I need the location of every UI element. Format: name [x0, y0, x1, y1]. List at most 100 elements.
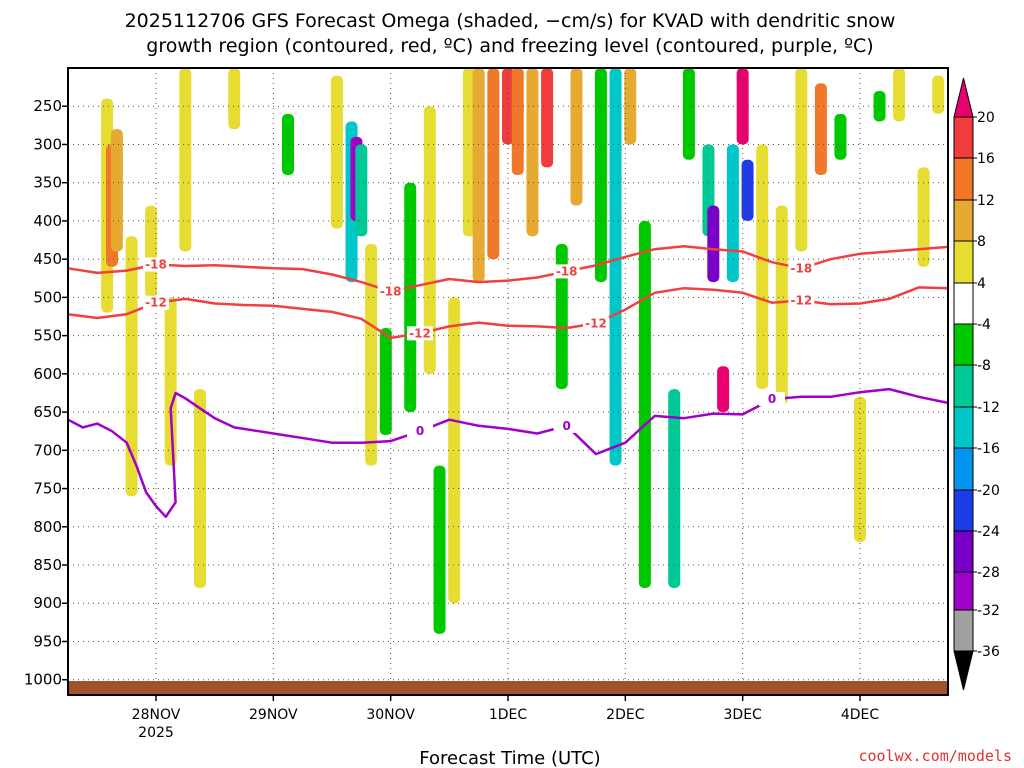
colorbar-segment [953, 489, 974, 532]
temperature-contours: -18 -18 -18 -18 -12 -12 -12 -12 0 0 0 [67, 244, 949, 519]
y-tick-label: 600 [33, 365, 62, 383]
chart-title-line-2: growth region (contoured, red, ºC) and f… [146, 35, 873, 57]
omega-cell [707, 205, 720, 283]
omega-cell [795, 68, 808, 252]
contour-label-bg [143, 295, 169, 310]
colorbar-label: 20 [977, 110, 995, 126]
pressure-axis: 250 300 350 400 450 500 550 600 650 700 750 800 850 9… [24, 97, 68, 689]
colorbar-segment [953, 323, 974, 366]
y-tick-label: 900 [33, 594, 62, 612]
contour-label-bg [377, 284, 404, 299]
omega-cell [873, 90, 886, 122]
colorbar-label: 8 [977, 234, 986, 250]
omega-cell [834, 113, 847, 160]
colorbar-label: -12 [977, 400, 1000, 416]
omega-cell [893, 68, 906, 122]
omega-cell [624, 68, 637, 145]
omega-cell [448, 297, 461, 604]
credit-link[interactable]: coolwx.com/models [858, 747, 1012, 765]
chart-title-line-1: 2025112706 GFS Forecast Omega (shaded, −… [125, 10, 896, 32]
freezing-level-contour [67, 387, 949, 519]
colorbar-segment [953, 157, 974, 201]
omega-cell [682, 68, 695, 160]
colorbar-arrow-bottom [953, 650, 974, 691]
contour-label: 0 [562, 419, 570, 433]
omega-cell [355, 144, 368, 237]
colorbar-label: -4 [977, 317, 991, 333]
colorbar-label: -36 [977, 644, 1000, 660]
colorbar-segment [953, 199, 974, 242]
x-tick-sublabel: 2025 [138, 725, 174, 741]
y-tick-label: 650 [33, 403, 62, 421]
colorbar: 20 16 12 8 4 -4 -8 -12 -16 -20 -24 -28 -32 -36 [953, 77, 1000, 691]
x-tick-label: 29NOV [249, 707, 298, 723]
gridlines [68, 68, 948, 695]
omega-cell [932, 75, 945, 114]
x-tick-label: 2DEC [606, 707, 645, 723]
contour-label-bg [407, 424, 433, 439]
contour-label-bg [788, 261, 815, 276]
contour-label-bg [759, 392, 785, 407]
colorbar-label: -8 [977, 358, 991, 374]
colorbar-label: -32 [977, 603, 1000, 619]
y-tick-label: 500 [33, 288, 62, 306]
y-tick-label: 300 [33, 135, 62, 153]
colorbar-segment [953, 282, 974, 325]
omega-cell [541, 68, 554, 168]
omega-cell [609, 68, 622, 466]
contour-label: -18 [556, 264, 578, 278]
x-tick-label: 1DEC [489, 707, 528, 723]
colorbar-label: 4 [977, 276, 986, 292]
y-tick-label: 350 [33, 174, 62, 192]
omega-cell [511, 68, 524, 176]
y-tick-label: 400 [33, 212, 62, 230]
contour-label-bg [788, 293, 815, 308]
colorbar-segment [953, 116, 974, 159]
omega-cell [638, 220, 651, 588]
colorbar-label: 12 [977, 193, 995, 209]
contour-label: -18 [380, 284, 402, 298]
y-tick-label: 550 [33, 327, 62, 345]
contour-label-bg [583, 316, 609, 331]
omega-cell [717, 366, 730, 413]
y-tick-label: 700 [33, 441, 62, 459]
omega-cell [775, 205, 788, 405]
colorbar-label: -24 [977, 524, 1000, 540]
omega-cell [668, 389, 681, 588]
y-tick-label: 250 [33, 97, 62, 115]
colorbar-label: -28 [977, 565, 1000, 581]
omega-cell [736, 68, 749, 145]
omega-cell [145, 205, 158, 298]
omega-cell [814, 83, 827, 176]
contour-label-bg [143, 257, 169, 272]
omega-cell [854, 396, 866, 543]
colorbar-segment [953, 364, 974, 408]
omega-cell [379, 327, 392, 436]
omega-cell [594, 68, 607, 283]
y-tick-label: 800 [33, 518, 62, 536]
contour-label-bg [553, 264, 580, 279]
omega-cell [365, 243, 378, 466]
omega-cell [756, 144, 769, 390]
omega-cell [526, 68, 539, 237]
omega-cell [125, 236, 138, 497]
contour-label: -12 [585, 316, 607, 330]
x-tick-label: 4DEC [841, 707, 880, 723]
x-tick-label: 3DEC [724, 707, 763, 723]
colorbar-label: -20 [977, 483, 1000, 499]
omega-cell [487, 68, 500, 260]
contour-label-bg [553, 418, 580, 433]
contour-label: -12 [790, 293, 812, 307]
x-tick-label: 30NOV [366, 707, 415, 723]
omega-cell [404, 182, 417, 413]
omega-cell [555, 243, 568, 390]
y-tick-label: 850 [33, 556, 62, 574]
contour-label-bg [407, 326, 433, 341]
omega-cell [472, 68, 485, 283]
omega-cell [462, 68, 475, 237]
omega-cell [194, 389, 206, 588]
omega-cell [423, 106, 436, 374]
y-tick-label: 750 [33, 480, 62, 498]
colorbar-segment [953, 530, 974, 573]
